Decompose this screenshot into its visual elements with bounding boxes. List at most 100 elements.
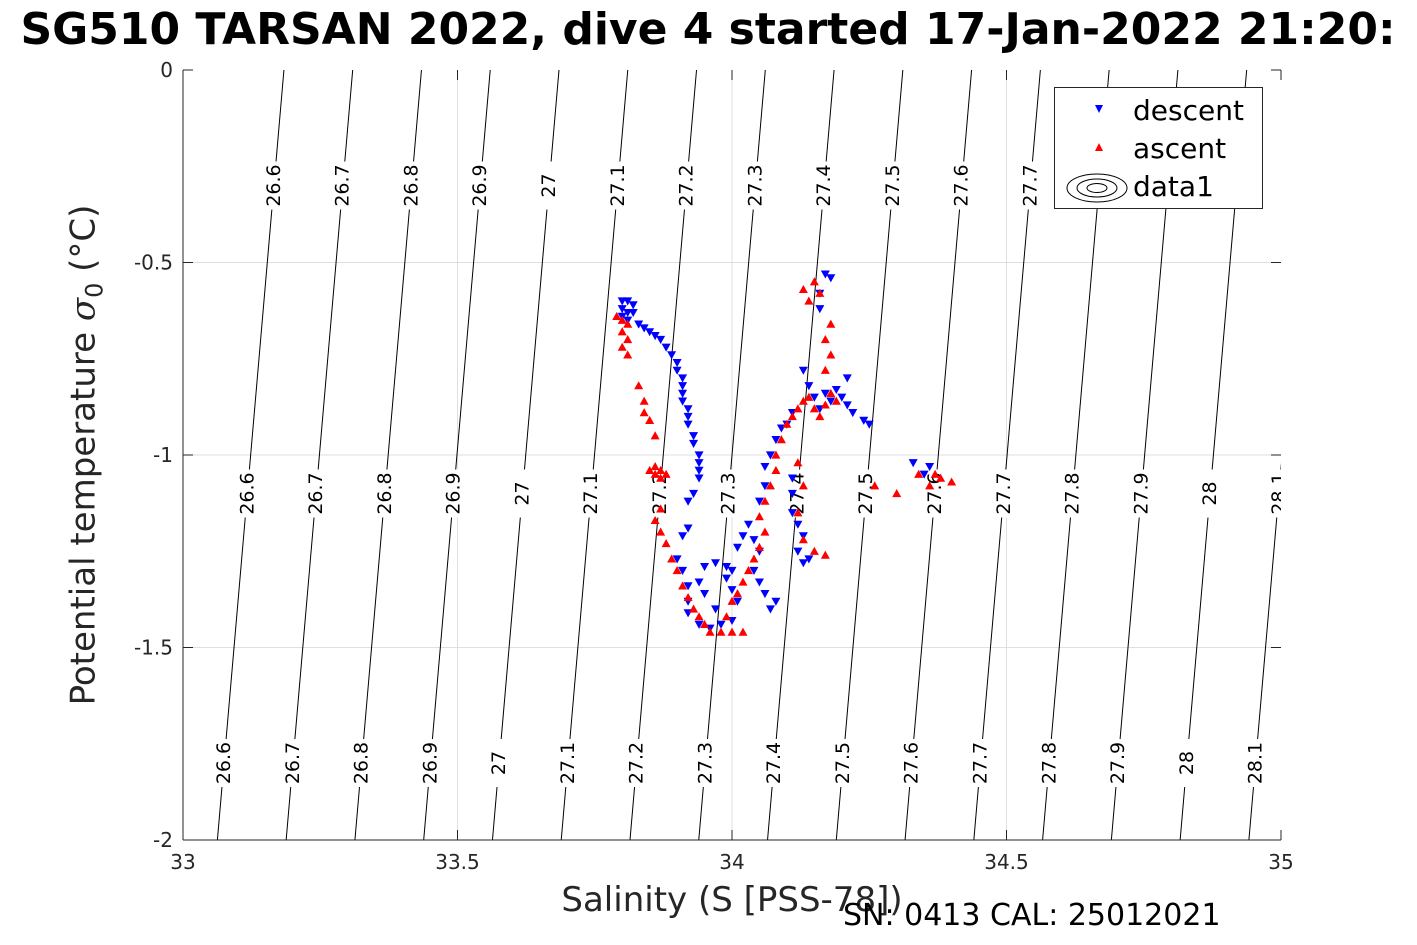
contour-label: 27.8 [1062, 472, 1084, 514]
legend-label-descent: descent [1133, 94, 1244, 127]
ascent-point [716, 627, 726, 636]
contour-label: 27.1 [607, 164, 629, 206]
descent-point [804, 555, 814, 564]
contour-label: 27.2 [649, 472, 671, 514]
y-tick-label: -1 [153, 443, 173, 467]
contour-label-bg [1294, 162, 1316, 210]
ascent-point [820, 550, 830, 559]
ascent-point [793, 404, 803, 413]
descent-point [787, 509, 797, 518]
contour-label-bg [648, 469, 671, 518]
ascent-point [645, 465, 655, 474]
contour-label-bg [373, 469, 396, 518]
ascent-point [826, 388, 836, 397]
descent-point [639, 324, 649, 333]
contour-label-bg [305, 469, 328, 518]
descent-point [694, 451, 704, 460]
contour-label: 26.8 [374, 472, 396, 514]
contour-label-bg [488, 739, 511, 787]
descent-point [650, 332, 660, 341]
descent-point [634, 320, 644, 329]
descent-point [672, 366, 682, 375]
contour-label: 27.9 [1107, 742, 1129, 784]
descent-point [765, 605, 775, 614]
legend-label-data1: data1 [1133, 170, 1214, 203]
y-axis-label-suffix: (°C) [63, 204, 104, 283]
ascent-point [738, 577, 748, 586]
descent-point [738, 532, 748, 541]
contour-label: 27.1 [580, 472, 602, 514]
ascent-point [765, 481, 775, 490]
descent-point [694, 474, 704, 483]
descent-point [678, 566, 688, 575]
contour-label: 27.3 [718, 472, 740, 514]
series-descent [617, 270, 935, 633]
ascent-point [831, 396, 841, 405]
ascent-point [947, 477, 957, 486]
ascent-point [623, 350, 633, 359]
ascent-point [639, 396, 649, 405]
ascent-point [738, 627, 748, 636]
ascent-point [771, 450, 781, 459]
series-ascent [612, 277, 957, 636]
contour-label-bg [1267, 469, 1281, 518]
contour-label: 27.5 [882, 164, 904, 206]
descent-point [820, 389, 830, 398]
ascent-point [771, 465, 781, 474]
descent-point [732, 543, 742, 552]
contour-label: 27.6 [901, 742, 923, 784]
y-axis-label-prefix: Potential temperature [63, 321, 104, 706]
contour-label-bg [969, 739, 992, 787]
contour-label-bg [1199, 469, 1222, 518]
ascent-point [656, 473, 666, 482]
legend-item-ascent: ascent [1055, 130, 1262, 166]
descent-point [623, 297, 633, 306]
descent-point [760, 590, 770, 599]
descent-point [754, 578, 764, 587]
ascent-point [667, 554, 677, 563]
contour-label: 26.6 [263, 164, 285, 206]
contour-label-bg [831, 739, 854, 787]
descent-point [820, 270, 830, 279]
contour-label-bg [1038, 739, 1061, 787]
descent-point [694, 620, 704, 629]
ascent-point [705, 627, 715, 636]
x-tick-label: 33 [170, 850, 195, 874]
contour-label-bg [694, 739, 717, 787]
descent-point [672, 359, 682, 368]
ascent-point [815, 288, 825, 297]
contour-label-bg [744, 161, 767, 210]
ascent-point [694, 612, 704, 621]
ascent-point [678, 581, 688, 590]
y-axis-label: Potential temperature σ0 (°C) [64, 205, 109, 706]
ascent-point [661, 539, 671, 548]
contour-label: 27.2 [626, 742, 648, 784]
descent-point [925, 462, 935, 472]
contour-label: 26.7 [305, 472, 327, 514]
ascent-point [798, 284, 808, 294]
descent-point [760, 462, 770, 472]
contour-label: 28.1 [1268, 472, 1290, 514]
ascent-point [914, 469, 924, 478]
ascent-point [798, 535, 808, 544]
contour-label-bg [763, 739, 786, 787]
ascent-point [782, 419, 792, 428]
descent-point [842, 374, 852, 383]
ascent-point [617, 327, 627, 336]
descent-point [793, 547, 803, 556]
contour-label: 27.3 [744, 164, 766, 206]
contour-label-bg [213, 739, 236, 787]
contour-label: 26.9 [419, 742, 441, 784]
descent-point [689, 432, 699, 441]
ascent-point [804, 296, 814, 305]
descent-point [683, 405, 693, 414]
ascent-point [650, 462, 660, 471]
ascent-point [650, 515, 660, 525]
descent-point [787, 474, 797, 483]
contour-label-bg [580, 469, 603, 518]
ascent-point [930, 469, 940, 478]
contour-label: 27 [538, 173, 560, 197]
y-axis-label-subscript: 0 [80, 282, 109, 298]
descent-point [711, 605, 721, 614]
descent-point [678, 382, 688, 391]
